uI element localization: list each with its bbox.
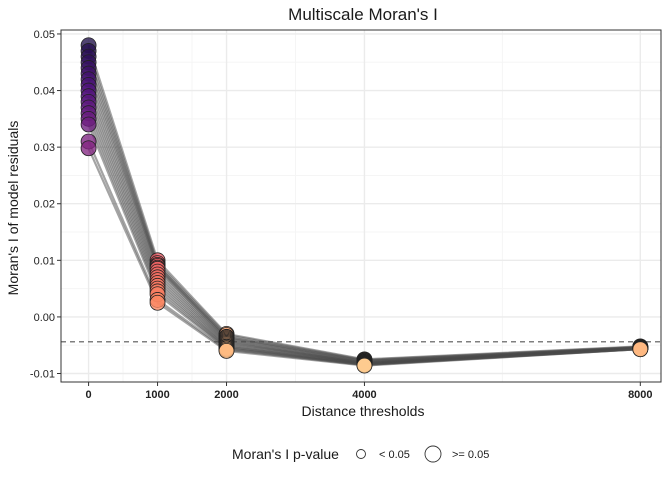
data-point: [632, 341, 649, 358]
data-point: [80, 140, 97, 157]
data-point: [80, 116, 97, 133]
data-point: [149, 294, 166, 311]
x-tick-label: 2000: [214, 389, 238, 401]
data-point: [356, 357, 373, 374]
x-tick-label: 8000: [628, 389, 652, 401]
x-tick-label: 1000: [145, 389, 169, 401]
legend: Moran's I p-value < 0.05 >= 0.05: [232, 445, 489, 463]
legend-label-small: < 0.05: [379, 449, 410, 461]
legend-label-large: >= 0.05: [452, 449, 489, 461]
legend-key-small: [356, 449, 366, 459]
y-tick-label: 0.04: [34, 86, 55, 98]
y-tick-label: -0.01: [30, 369, 55, 381]
panel-border: [60, 29, 662, 383]
y-axis-title: Moran's I of model residuals: [5, 121, 21, 296]
x-axis-title: Distance thresholds: [302, 403, 425, 419]
y-tick-label: 0.00: [34, 312, 55, 324]
data-point: [218, 342, 235, 359]
y-tick-label: 0.01: [34, 255, 55, 267]
y-tick-label: 0.03: [34, 142, 55, 154]
x-tick-label: 0: [86, 389, 92, 401]
y-tick-label: 0.05: [34, 29, 55, 41]
plot-panel: -0.01 0.00 0.01 0.02 0.03 0.04 0.05 0 1000 2000 40…: [30, 29, 662, 401]
legend-title: Moran's I p-value: [232, 446, 339, 462]
y-tick-label: 0.02: [34, 199, 55, 211]
legend-key-large: [424, 445, 442, 463]
chart-title: Multiscale Moran's I: [288, 5, 438, 24]
x-tick-label: 4000: [352, 389, 376, 401]
